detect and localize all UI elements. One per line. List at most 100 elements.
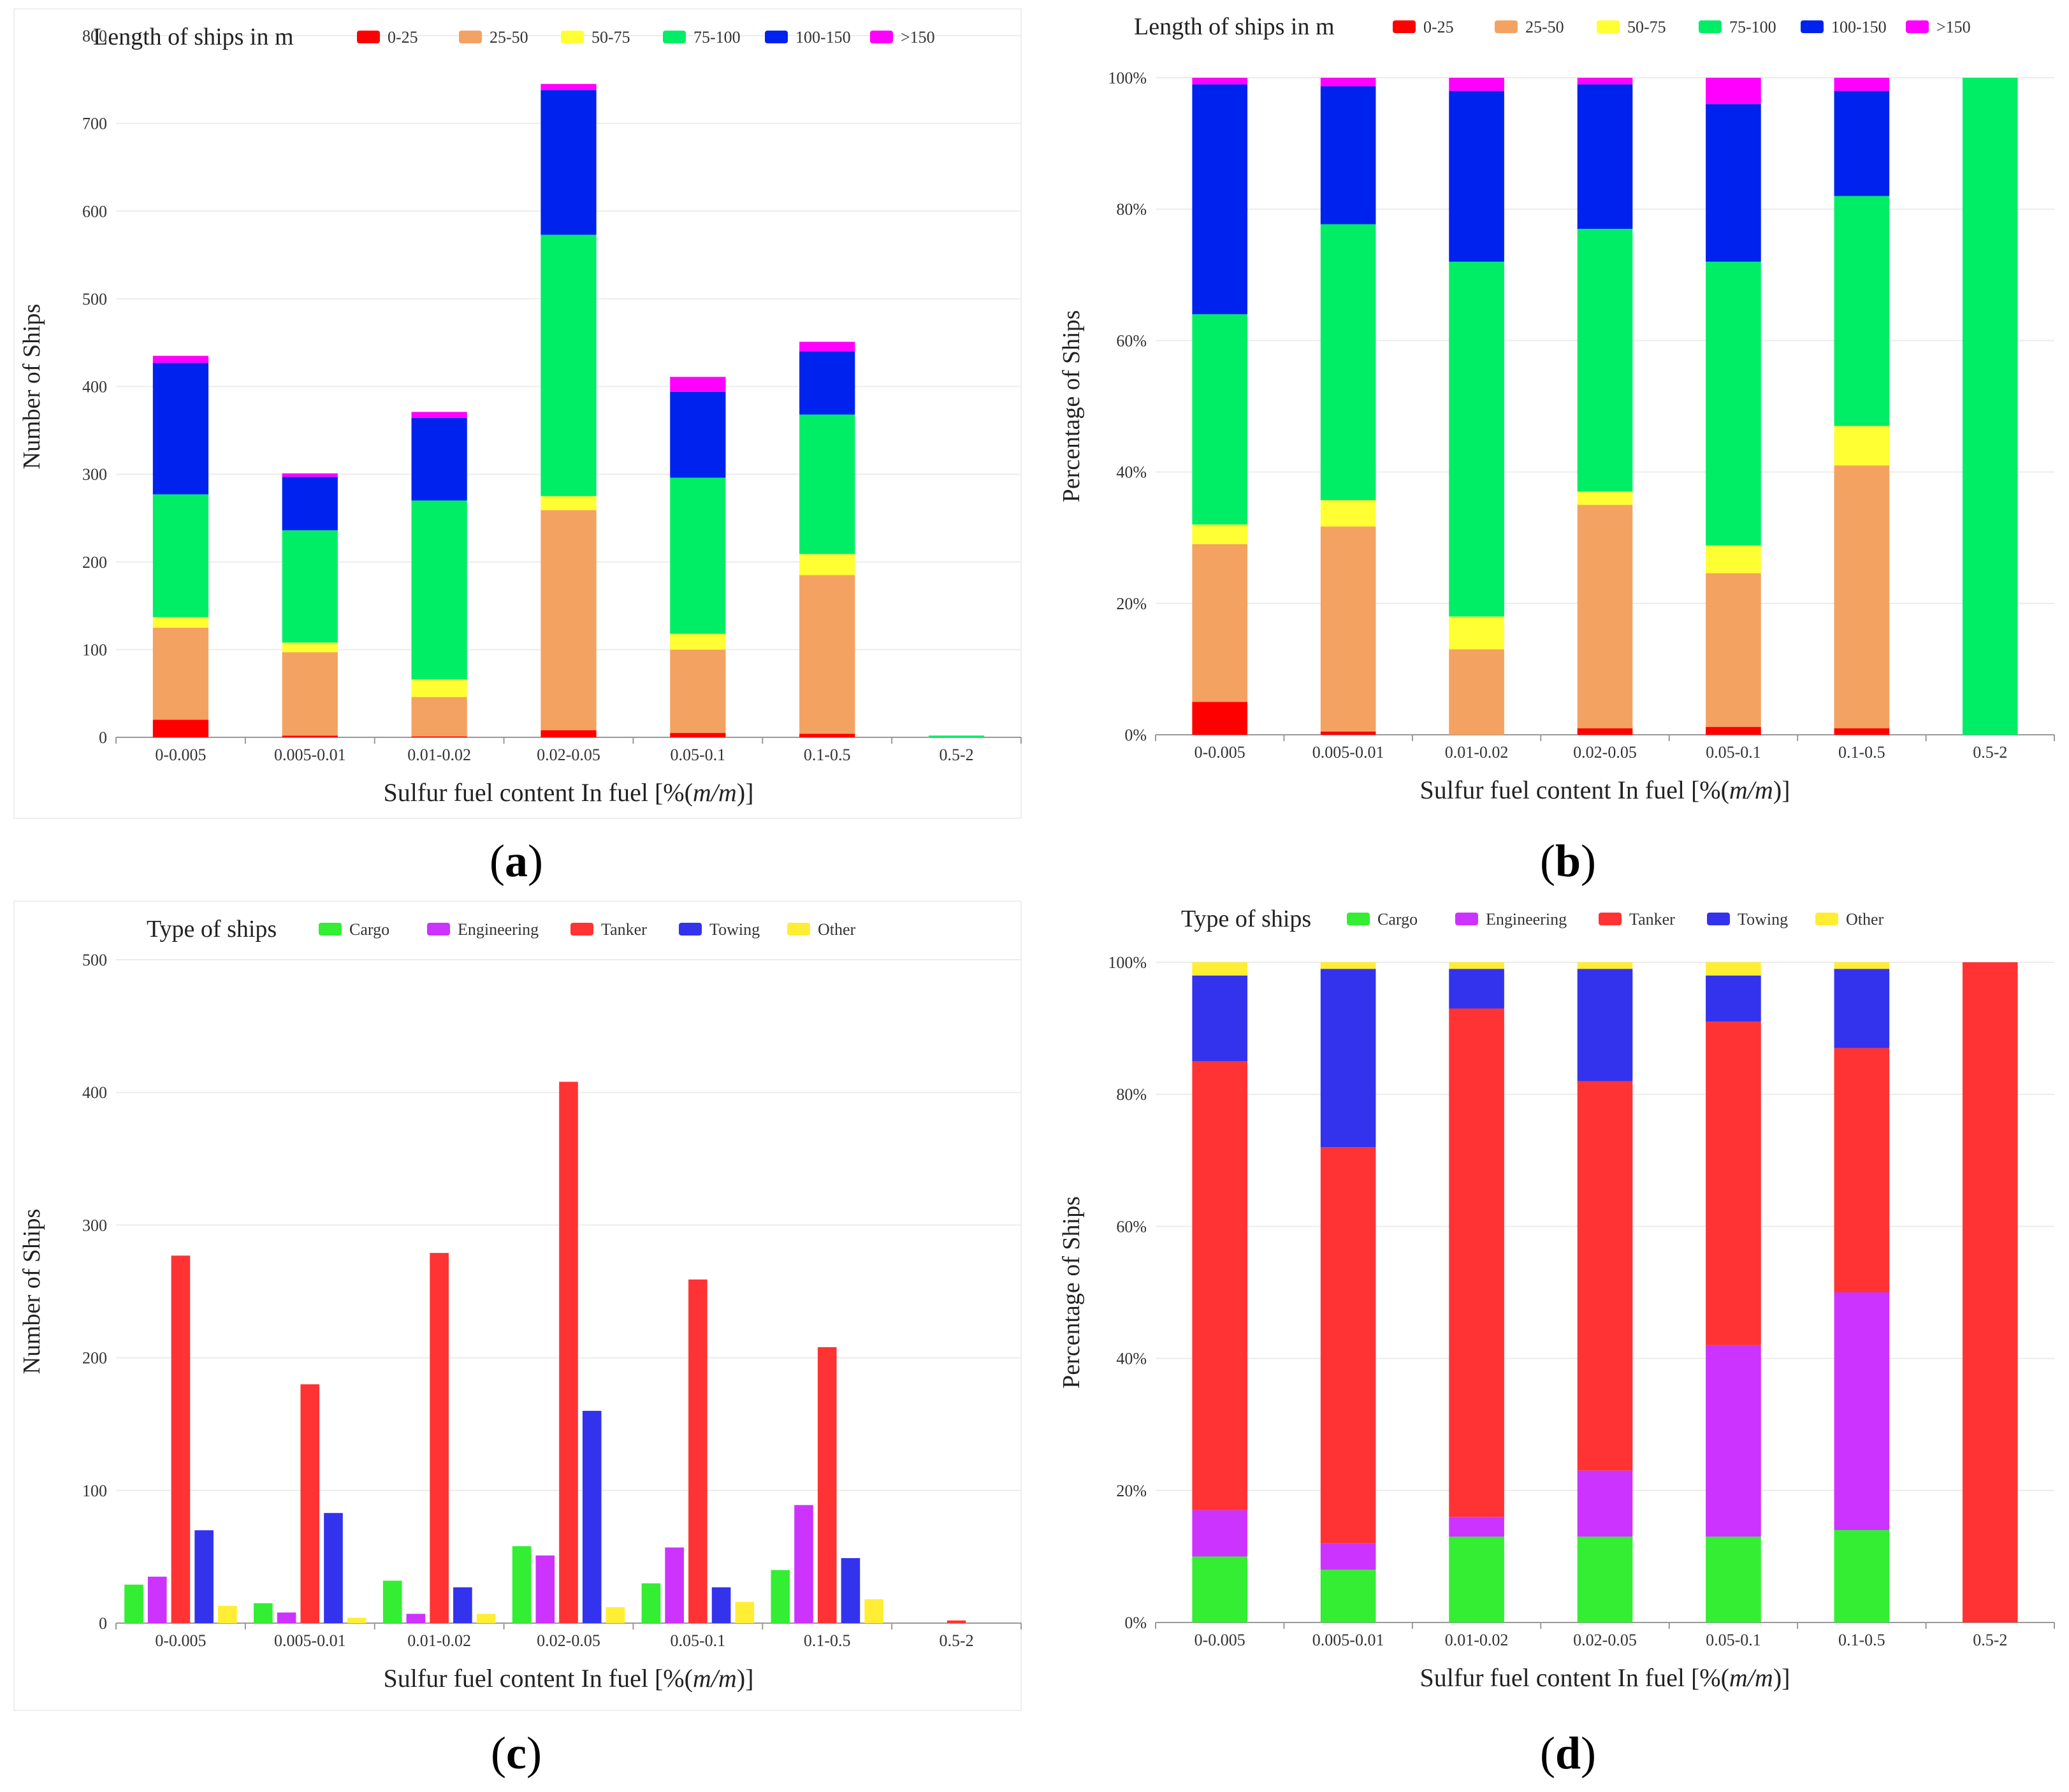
- bar: [476, 1614, 496, 1623]
- legend-swatch: [1393, 20, 1416, 33]
- y-axis-label: Number of Ships: [18, 304, 45, 470]
- bar: [559, 1081, 578, 1623]
- y-tick-label: 600: [82, 202, 107, 220]
- bar: [411, 697, 467, 737]
- bar: [670, 377, 726, 392]
- bar: [1192, 544, 1248, 702]
- bar: [1449, 616, 1504, 649]
- bar: [541, 235, 597, 496]
- legend-item: 75-100: [1699, 18, 1776, 36]
- bar: [1320, 1543, 1376, 1570]
- bar: [1577, 1470, 1633, 1537]
- legend-swatch: [319, 923, 342, 936]
- bar: [1320, 1147, 1376, 1543]
- legend-swatch: [787, 923, 810, 936]
- legend-item: 25-50: [1495, 18, 1564, 36]
- legend-item: Tanker: [570, 920, 647, 939]
- legend-label: Engineering: [458, 920, 539, 939]
- bar: [1320, 731, 1376, 735]
- bar: [1320, 962, 1376, 969]
- bar: [277, 1612, 296, 1623]
- legend-item: >150: [1906, 18, 1971, 36]
- bar: [282, 473, 338, 477]
- x-tick-label: 0.05-0.1: [1706, 1631, 1761, 1649]
- bar: [582, 1410, 602, 1623]
- legend-item: Engineering: [427, 920, 539, 939]
- y-tick-label: 300: [82, 1216, 107, 1234]
- bar: [1834, 78, 1890, 91]
- bar: [411, 679, 467, 697]
- bar: [1449, 90, 1504, 262]
- bar: [1192, 702, 1248, 735]
- legend-item: 75-100: [663, 28, 741, 47]
- bar: [1577, 728, 1633, 735]
- legend-swatch: [1801, 20, 1824, 33]
- legend-item: Towing: [679, 920, 760, 939]
- bar: [124, 1584, 143, 1623]
- legend-item: 0-25: [357, 28, 418, 47]
- x-tick-label: 0.02-0.05: [537, 1631, 600, 1650]
- legend-swatch: [1906, 20, 1929, 33]
- bar: [799, 414, 855, 554]
- legend-label: >150: [901, 28, 935, 47]
- legend-item: 50-75: [561, 28, 630, 47]
- bar: [1320, 526, 1376, 732]
- x-tick-label: 0.005-0.01: [274, 746, 346, 764]
- bar: [1834, 1048, 1890, 1292]
- x-tick-label: 0.02-0.05: [537, 746, 600, 764]
- chart-panel-b: 0% 20% 40% 60% 80% 100% 0-0.005 0.005-0.01 0.01-…: [1034, 0, 2069, 835]
- y-axis-label: Percentage of Ships: [1058, 1196, 1085, 1389]
- y-tick-label: 40%: [1116, 1350, 1147, 1368]
- x-tick-label: 0.005-0.01: [274, 1631, 346, 1650]
- bar: [194, 1530, 214, 1623]
- bar: [1834, 962, 1890, 969]
- y-tick-label: 100: [82, 1482, 107, 1500]
- y-tick-label: 20%: [1116, 1482, 1147, 1500]
- bar: [864, 1599, 883, 1623]
- legend-swatch: [679, 923, 702, 936]
- x-tick-label: 0.5-2: [1973, 743, 2007, 762]
- legend-label: Cargo: [349, 920, 389, 939]
- bar: [1320, 78, 1376, 87]
- bar: [1834, 196, 1890, 426]
- y-tick-label: 0%: [1124, 726, 1147, 744]
- y-tick-label: 800: [82, 27, 107, 45]
- bar: [541, 83, 597, 90]
- legend-label: 100-150: [1831, 18, 1887, 36]
- x-axis-label: Sulfur fuel content In fuel [%(m/m)]: [384, 778, 754, 807]
- legend-swatch: [1347, 913, 1370, 925]
- bar: [1706, 573, 1761, 727]
- y-tick-label: 100%: [1108, 953, 1147, 972]
- legend-item: Cargo: [1347, 910, 1418, 929]
- bar: [541, 510, 597, 730]
- legend-swatch: [870, 31, 893, 43]
- bar: [152, 356, 209, 363]
- x-tick-label: 0.02-0.05: [1573, 1631, 1637, 1649]
- bar: [1834, 969, 1890, 1048]
- bar: [411, 418, 467, 501]
- bar: [1577, 84, 1633, 229]
- y-tick-label: 60%: [1116, 331, 1147, 350]
- y-tick-label: 200: [82, 1349, 107, 1368]
- bar: [1706, 1536, 1761, 1622]
- bar: [382, 1580, 402, 1623]
- legend-label: 50-75: [1627, 18, 1666, 36]
- x-tick-label: 0.5-2: [939, 1631, 973, 1650]
- legend-title: Length of ships in m: [1134, 13, 1335, 40]
- bar: [1834, 465, 1890, 728]
- caption-c: (c): [491, 1728, 542, 1779]
- y-tick-label: 0: [99, 728, 107, 747]
- legend-label: 50-75: [592, 28, 630, 47]
- legend-swatch: [663, 31, 686, 43]
- chart-b: 0% 20% 40% 60% 80% 100% 0-0.005 0.005-0.01 0.01-…: [1058, 13, 2055, 804]
- bar: [1320, 500, 1376, 527]
- bar: [1577, 1081, 1633, 1471]
- x-tick-label: 0-0.005: [1194, 743, 1245, 762]
- chart-c-svg: 0 100 200 300 400 500 0-0.005 0.005-0.01 0.01-0.…: [13, 900, 1022, 1711]
- bar: [771, 1570, 790, 1623]
- bar: [606, 1607, 625, 1623]
- legend-swatch: [459, 31, 482, 43]
- bar: [1449, 962, 1504, 969]
- bar: [1834, 90, 1890, 196]
- legend-swatch: [427, 923, 450, 936]
